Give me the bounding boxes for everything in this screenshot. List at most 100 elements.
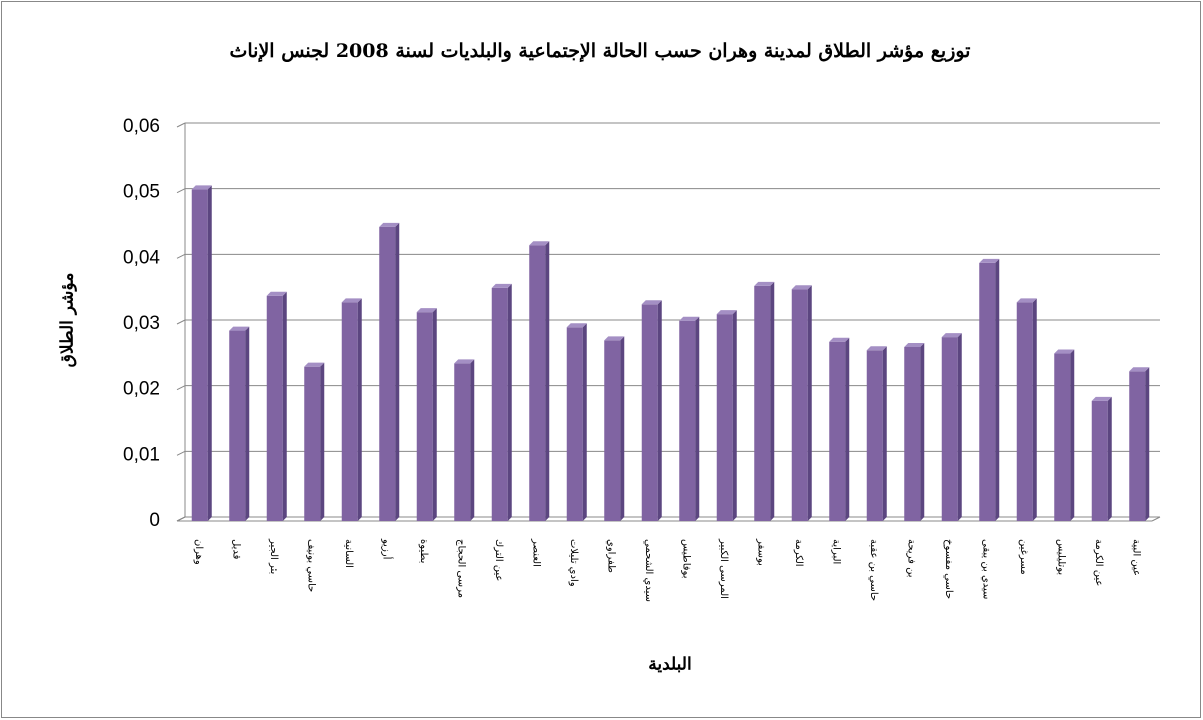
bar xyxy=(679,320,696,521)
bar-side xyxy=(1107,396,1112,521)
x-tick-label: السانية xyxy=(343,539,354,568)
x-axis-title: البلدية xyxy=(648,655,691,675)
bar-side xyxy=(920,342,925,521)
bar-top xyxy=(716,310,737,315)
bar-side xyxy=(807,285,812,521)
x-tick-label: عين الترك xyxy=(493,539,504,581)
tick-mark xyxy=(176,450,186,456)
x-tick-label: بوسفر xyxy=(755,538,766,566)
bar-top xyxy=(416,308,437,313)
x-tick-label: عين البية xyxy=(1130,539,1141,576)
y-tick-label: 0,01 xyxy=(123,444,160,465)
bar-side xyxy=(470,359,475,521)
bar-top xyxy=(1091,396,1112,401)
bar-top xyxy=(1054,349,1075,354)
bar xyxy=(754,285,771,521)
y-axis-title: مؤشر الطلاق xyxy=(58,273,78,368)
bar-side xyxy=(770,281,775,521)
x-tick-label: بوتليليس xyxy=(1055,539,1066,575)
y-tick-label: 0,06 xyxy=(123,116,160,137)
y-tick-label: 0,04 xyxy=(123,247,160,268)
bar xyxy=(941,337,958,521)
bar-side xyxy=(995,258,1000,521)
x-tick-label: حاسي بونيف xyxy=(305,539,316,592)
x-tick-label: سيدي الشحمي xyxy=(643,539,654,602)
bar xyxy=(1016,302,1033,521)
bar-top xyxy=(191,185,212,190)
y-tick-label: 0 xyxy=(149,510,160,531)
tick-mark xyxy=(176,516,186,522)
bar-top xyxy=(566,323,587,328)
bar-side xyxy=(432,308,437,521)
bar-top xyxy=(866,346,887,351)
bar-side xyxy=(957,333,962,521)
bar-top xyxy=(604,336,625,341)
bar-top xyxy=(229,326,250,331)
bar-side xyxy=(245,326,250,521)
bar-side xyxy=(545,241,550,521)
x-tick-label: قديل xyxy=(230,539,241,560)
x-tick-label: الكرمة xyxy=(793,539,804,567)
x-axis-depth xyxy=(1151,516,1161,522)
x-tick-label: البراية xyxy=(830,539,841,564)
bar-side xyxy=(657,300,662,521)
x-tick-label: بن فريحة xyxy=(905,539,916,577)
bar xyxy=(979,262,996,521)
bar xyxy=(829,341,846,521)
bar-top xyxy=(304,362,325,367)
bar xyxy=(229,330,246,521)
bar-top xyxy=(829,337,850,342)
bar xyxy=(791,289,808,521)
bar xyxy=(266,295,283,521)
y-tick-label: 0,02 xyxy=(123,379,160,400)
bar-side xyxy=(1032,298,1037,521)
bar xyxy=(716,314,733,521)
bar xyxy=(379,226,396,521)
x-tick-label: عين الكرمة xyxy=(1093,539,1104,586)
x-tick-label: حاسي مفسوخ xyxy=(943,539,954,599)
bar xyxy=(604,340,621,521)
bar-side xyxy=(507,283,512,521)
bar-top xyxy=(1129,367,1150,372)
bar-side xyxy=(582,323,587,521)
bar xyxy=(454,363,471,521)
bar-top xyxy=(754,281,775,286)
bar-top xyxy=(454,359,475,364)
tick-mark xyxy=(176,319,186,325)
x-tick-label: المرسى الكبير xyxy=(718,538,729,599)
x-tick-label: مسرغين xyxy=(1018,539,1029,575)
bar-top xyxy=(491,283,512,288)
bar xyxy=(641,304,658,521)
bar-top xyxy=(979,258,1000,263)
bar xyxy=(529,245,546,521)
x-tick-label: سيدي بن يبقى xyxy=(980,539,991,599)
bar-top xyxy=(1016,298,1037,303)
bar-top xyxy=(904,342,925,347)
bar-side xyxy=(207,185,212,521)
x-tick-label: مرسى الحجاج xyxy=(455,539,466,598)
x-tick-label: بوفاطيس xyxy=(680,539,691,579)
bar-side xyxy=(1070,349,1075,521)
bar xyxy=(866,350,883,521)
x-tick-label: بئر الجير xyxy=(268,538,279,574)
bar-side xyxy=(882,346,887,521)
bar-top xyxy=(341,298,362,303)
tick-mark xyxy=(176,253,186,259)
bar xyxy=(1054,353,1071,521)
bar-top xyxy=(266,291,287,296)
bar-top xyxy=(379,222,400,227)
bar-side xyxy=(695,316,700,521)
bar xyxy=(191,189,208,521)
bar-side xyxy=(282,291,287,521)
chart-title: توزيع مؤشر الطلاق لمدينة وهران حسب الحال… xyxy=(230,40,971,63)
bar xyxy=(341,302,358,521)
bar-top xyxy=(679,316,700,321)
x-tick-label: وادي تليلات xyxy=(568,539,579,587)
bar-side xyxy=(1145,367,1150,521)
bar-side xyxy=(732,310,737,521)
bar-top xyxy=(529,241,550,246)
x-tick-label: بطيوة xyxy=(418,539,429,563)
bar xyxy=(1091,400,1108,521)
tick-mark xyxy=(176,122,186,128)
